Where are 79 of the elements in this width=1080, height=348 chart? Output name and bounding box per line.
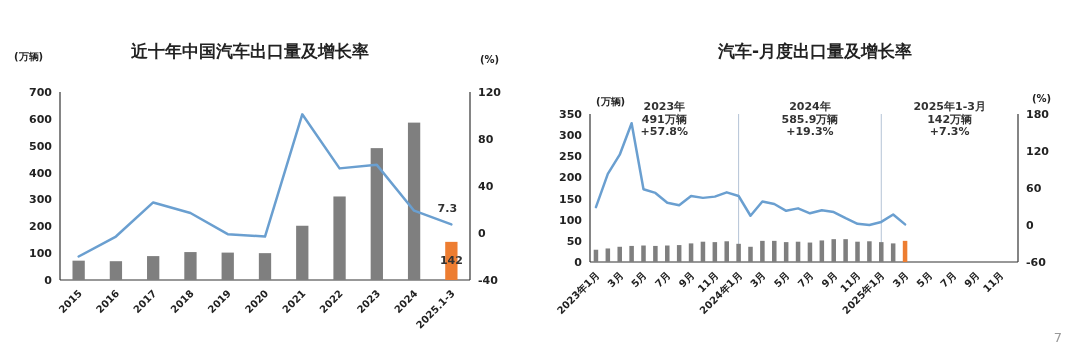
x-tick-label: 5月 xyxy=(914,269,935,290)
bar xyxy=(641,245,646,262)
bar xyxy=(867,241,872,262)
annotation: 2024年 585.9万辆 +19.3% xyxy=(781,100,839,139)
y-tick-label: 350 xyxy=(559,108,583,121)
y2-tick-label: 0 xyxy=(478,227,486,240)
bar xyxy=(736,243,741,262)
y-tick-label: 300 xyxy=(29,193,53,207)
x-tick-label: 11月 xyxy=(980,269,1006,295)
y2-tick-label: 120 xyxy=(478,86,502,99)
bar xyxy=(258,253,272,280)
x-tick-label: 3月 xyxy=(605,269,626,290)
annotation: 2023年 491万辆 +57.8% xyxy=(640,100,688,139)
y2-axis-title: (%) xyxy=(480,54,500,65)
bar xyxy=(629,245,634,262)
title: 汽车-月度出口量及增长率 xyxy=(717,41,913,61)
y2-tick-label: 0 xyxy=(1026,219,1034,232)
y-tick-label: 200 xyxy=(29,220,53,234)
bar xyxy=(843,239,848,262)
y-tick-label: 250 xyxy=(559,150,583,164)
bar xyxy=(688,243,694,262)
bar xyxy=(221,252,234,280)
y2-tick-label: -60 xyxy=(1026,256,1047,269)
y2-tick-label: 40 xyxy=(478,180,494,193)
bar xyxy=(184,252,197,280)
x-tick-label: 9月 xyxy=(962,269,982,290)
bar xyxy=(890,243,896,262)
bar xyxy=(296,225,309,280)
bar xyxy=(760,240,765,262)
bar xyxy=(772,240,777,262)
y2-tick-label: -40 xyxy=(478,274,499,287)
x-tick-label: 5月 xyxy=(629,269,649,290)
bar xyxy=(831,239,836,262)
y2-tick-label: 180 xyxy=(1026,108,1050,121)
y-tick-label: 100 xyxy=(29,247,53,261)
y-tick-label: 300 xyxy=(559,129,583,143)
bar xyxy=(748,246,753,262)
y2-tick-label: 120 xyxy=(1026,145,1050,158)
x-tick-label: 3月 xyxy=(748,269,768,290)
x-tick-label: 3月 xyxy=(890,269,911,290)
y2-tick-label: 60 xyxy=(1026,182,1042,195)
y2-axis-title: (%) xyxy=(1032,93,1052,104)
y-tick-label: 200 xyxy=(559,171,583,185)
x-tick-label: 7月 xyxy=(795,269,816,290)
y-axis-title: (万辆) xyxy=(14,51,44,62)
data-label: 7.3 xyxy=(437,202,458,216)
x-tick-label: 9月 xyxy=(819,269,840,290)
bar xyxy=(665,245,670,262)
bar xyxy=(819,240,825,262)
annotation: 2025年1-3月 142万辆 +7.3% xyxy=(913,100,986,139)
bar xyxy=(617,246,622,262)
bar xyxy=(147,256,160,280)
y-axis-title: (万辆) xyxy=(596,96,626,107)
bar xyxy=(72,260,85,280)
bar xyxy=(605,248,611,262)
bar xyxy=(855,241,860,262)
x-tick-label: 9月 xyxy=(676,269,697,290)
y-tick-label: 0 xyxy=(574,256,583,269)
y-tick-label: 50 xyxy=(566,234,583,248)
y2-tick-label: 80 xyxy=(478,133,494,146)
bar xyxy=(724,241,729,262)
y-tick-label: 500 xyxy=(29,139,53,153)
bar xyxy=(333,196,346,280)
y-tick-label: 600 xyxy=(29,112,53,126)
y-tick-label: 700 xyxy=(29,86,53,99)
title: 近十年中国汽车出口量及增长率 xyxy=(131,41,369,61)
bar xyxy=(653,245,658,262)
bar xyxy=(879,242,884,262)
y-tick-label: 0 xyxy=(44,274,53,287)
y-tick-label: 400 xyxy=(29,166,53,180)
x-tick-label: 5月 xyxy=(771,269,792,290)
x-tick-label: 7月 xyxy=(938,269,959,290)
text: 7 xyxy=(1053,330,1062,345)
x-tick-label: 7月 xyxy=(652,269,673,290)
bar xyxy=(109,261,123,280)
y-tick-label: 150 xyxy=(559,192,583,206)
bar xyxy=(407,122,421,280)
y-tick-label: 100 xyxy=(559,213,583,227)
bar xyxy=(370,148,383,280)
